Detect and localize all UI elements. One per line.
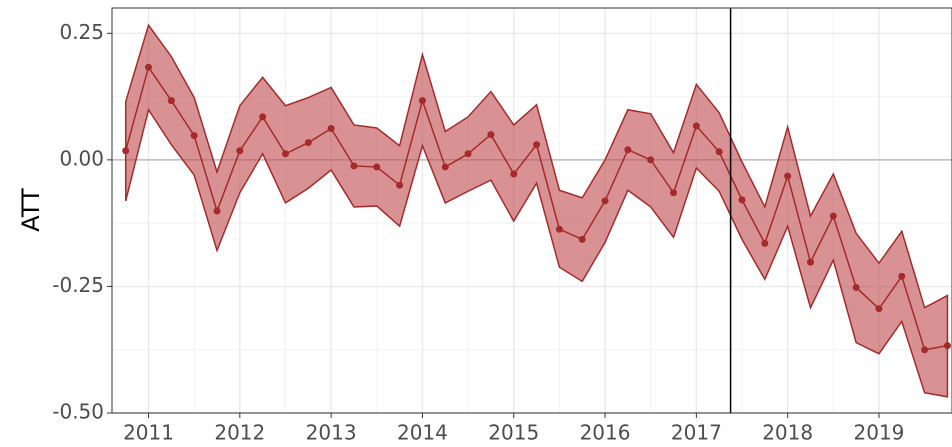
point — [670, 189, 678, 197]
point — [259, 113, 267, 121]
point — [122, 147, 130, 155]
point — [533, 141, 541, 149]
x-tick-label: 2019 — [854, 421, 905, 445]
point — [875, 305, 883, 313]
x-tick-label: 2014 — [397, 421, 448, 445]
x-tick-label: 2015 — [488, 421, 539, 445]
point — [738, 196, 746, 204]
point — [213, 207, 221, 215]
point — [943, 342, 951, 350]
point — [806, 258, 814, 266]
point — [236, 147, 244, 155]
x-tick-label: 2017 — [671, 421, 722, 445]
y-tick-label: -0.25 — [52, 273, 104, 297]
point — [487, 131, 495, 139]
x-tick-label: 2012 — [214, 421, 265, 445]
point — [441, 163, 449, 171]
point — [761, 239, 769, 247]
point — [373, 163, 381, 171]
point — [715, 148, 723, 156]
point — [167, 97, 175, 105]
point — [510, 170, 518, 178]
point — [327, 124, 335, 132]
point — [921, 346, 929, 354]
point — [464, 150, 472, 158]
point — [692, 122, 700, 130]
point — [898, 272, 906, 280]
x-tick-label: 2018 — [762, 421, 813, 445]
point — [281, 150, 289, 158]
point — [396, 181, 404, 189]
point — [578, 235, 586, 243]
point — [555, 225, 563, 233]
point — [601, 197, 609, 205]
point — [190, 132, 198, 140]
y-axis-label: ATT — [17, 188, 45, 232]
point — [418, 97, 426, 105]
y-tick-label: 0.25 — [59, 20, 104, 44]
point — [350, 162, 358, 170]
y-tick-label: 0.00 — [59, 146, 104, 170]
panel-border — [111, 7, 952, 414]
x-tick-label: 2013 — [306, 421, 357, 445]
x-tick-label: 2016 — [580, 421, 631, 445]
confidence-band — [124, 23, 949, 398]
y-tick-label: -0.50 — [52, 400, 104, 424]
point — [624, 146, 632, 154]
point — [304, 139, 312, 147]
x-tick-label: 2011 — [123, 421, 174, 445]
point — [647, 156, 655, 164]
point — [829, 212, 837, 220]
point — [852, 283, 860, 291]
point — [784, 172, 792, 180]
point — [145, 63, 153, 71]
